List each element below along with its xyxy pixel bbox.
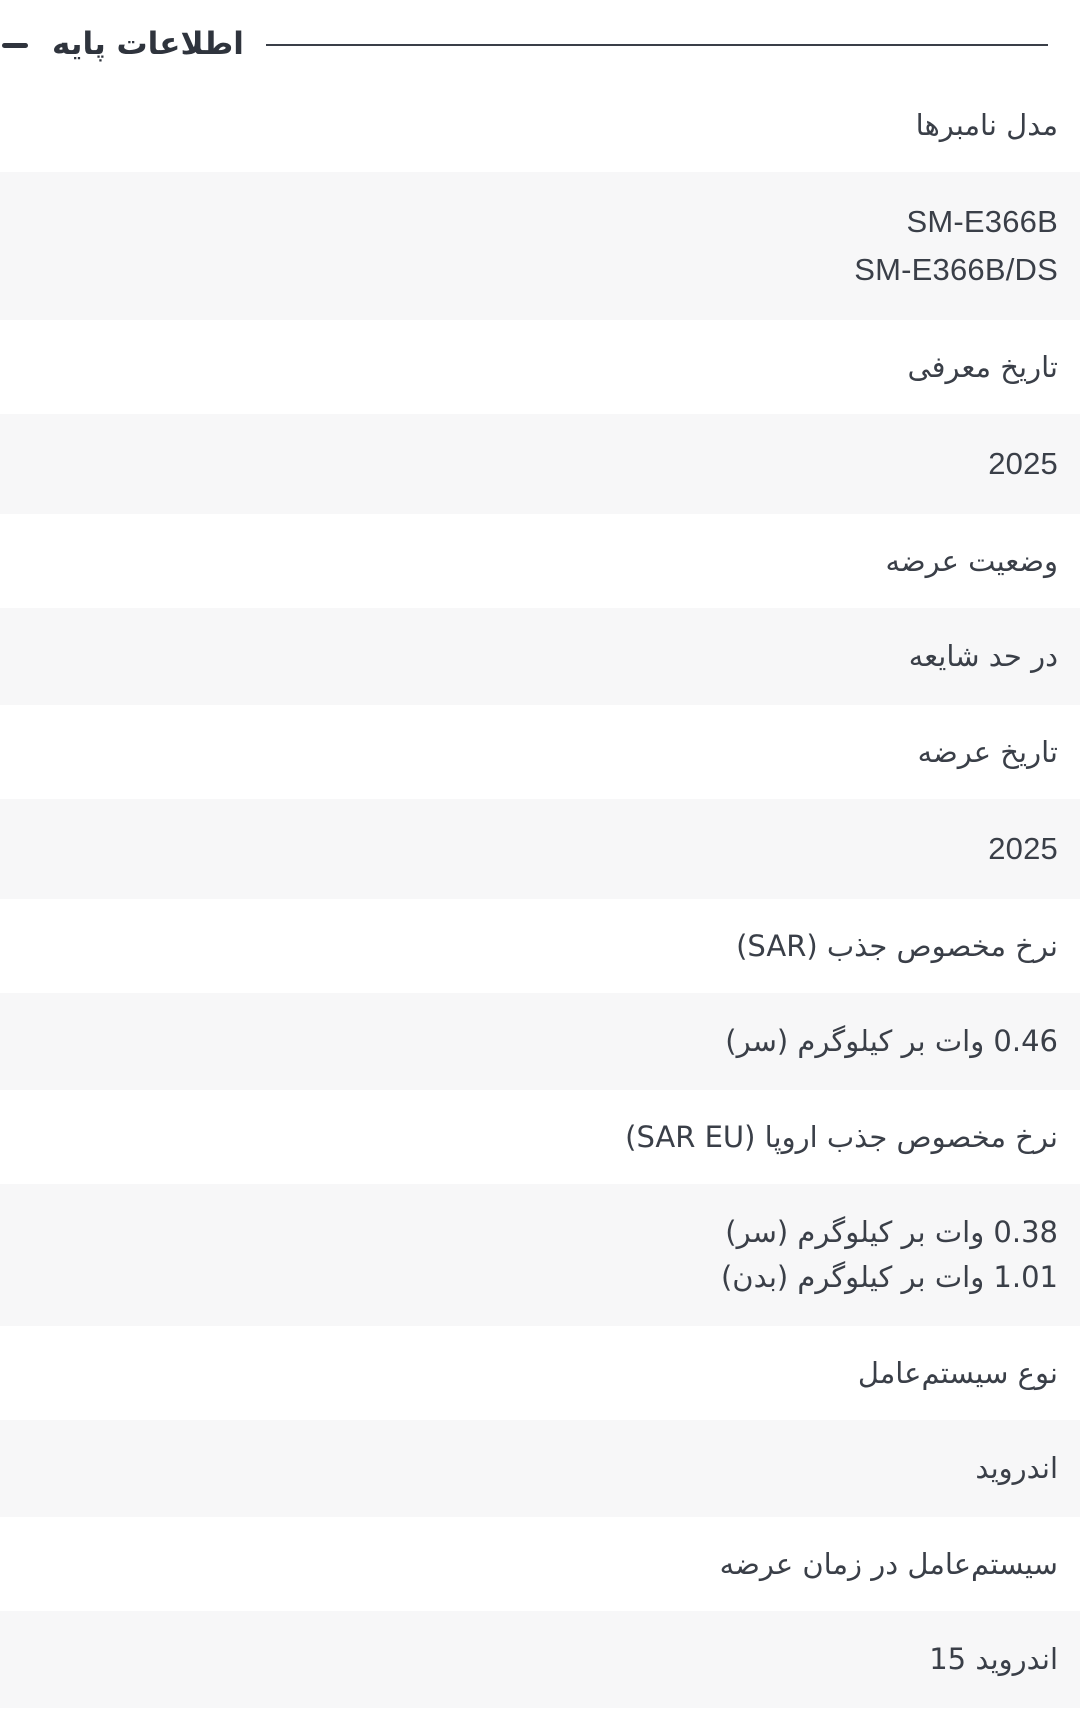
spec-label-row: سیستم‌عامل در زمان عرضه bbox=[0, 1517, 1080, 1612]
spec-label-row: تاریخ عرضه bbox=[0, 705, 1080, 800]
spec-value-line: 2025 bbox=[988, 446, 1058, 482]
spec-value-line: اندروید 15 bbox=[929, 1642, 1058, 1677]
spec-value-row: اندروید bbox=[0, 1420, 1080, 1518]
spec-value-line: 0.46 وات بر کیلوگرم (سر) bbox=[725, 1024, 1058, 1059]
minus-icon-bar bbox=[2, 42, 28, 48]
spec-value-row: 0.38 وات بر کیلوگرم (سر) 1.01 وات بر کیلو… bbox=[0, 1184, 1080, 1327]
spec-value: SM-E366B SM-E366B/DS bbox=[22, 198, 1058, 294]
spec-label: نرخ مخصوص جذب اروپا (SAR EU) bbox=[625, 1120, 1058, 1155]
spec-label: مدل نامبرها bbox=[915, 108, 1058, 142]
spec-value: 2025 bbox=[22, 440, 1058, 488]
spec-value: در حد شایعه bbox=[22, 634, 1058, 679]
spec-value: اندروید bbox=[22, 1446, 1058, 1491]
spec-value-line: در حد شایعه bbox=[908, 639, 1058, 674]
spec-value: 2025 bbox=[22, 825, 1058, 873]
spec-label-row: وضعیت عرضه bbox=[0, 514, 1080, 609]
spec-value-line: SM-E366B/DS bbox=[854, 252, 1058, 288]
header-divider-rule bbox=[265, 44, 1048, 46]
spec-label: نوع سیستم‌عامل bbox=[857, 1356, 1058, 1391]
spec-value-line: 1.01 وات بر کیلوگرم (بدن) bbox=[720, 1260, 1058, 1295]
spec-value: اندروید 15 bbox=[22, 1637, 1058, 1682]
spec-value-row: 2025 bbox=[0, 799, 1080, 900]
spec-label: نرخ مخصوص جذب (SAR) bbox=[736, 929, 1058, 964]
spec-label-row: نرخ مخصوص جذب (SAR) bbox=[0, 899, 1080, 994]
section-header[interactable]: اطلاعات پایه bbox=[0, 0, 1080, 68]
spec-value-row: 2025 bbox=[0, 414, 1080, 515]
spec-rows-container: مدل نامبرها SM-E366B SM-E366B/DS تاریخ معرف… bbox=[0, 78, 1080, 1709]
spec-value-row: SM-E366B SM-E366B/DS bbox=[0, 172, 1080, 321]
spec-label: سیستم‌عامل در زمان عرضه bbox=[719, 1547, 1058, 1582]
spec-value: 0.38 وات بر کیلوگرم (سر) 1.01 وات بر کیلو… bbox=[22, 1210, 1058, 1300]
spec-label-row: نوع سیستم‌عامل bbox=[0, 1326, 1080, 1421]
spec-label: تاریخ معرفی bbox=[907, 350, 1058, 385]
spec-value-line: اندروید bbox=[975, 1451, 1058, 1486]
spec-value-row: 0.46 وات بر کیلوگرم (سر) bbox=[0, 993, 1080, 1091]
spec-value-row: اندروید 15 bbox=[0, 1611, 1080, 1709]
spec-value-row: در حد شایعه bbox=[0, 608, 1080, 706]
spec-value: 0.46 وات بر کیلوگرم (سر) bbox=[22, 1019, 1058, 1064]
spec-label-row: مدل نامبرها bbox=[0, 78, 1080, 173]
section-title: اطلاعات پایه bbox=[52, 26, 244, 63]
minus-icon[interactable] bbox=[0, 30, 30, 60]
spec-label: وضعیت عرضه bbox=[885, 544, 1058, 579]
spec-label-row: تاریخ معرفی bbox=[0, 320, 1080, 415]
spec-value-line: 0.38 وات بر کیلوگرم (سر) bbox=[725, 1215, 1058, 1250]
spec-label: تاریخ عرضه bbox=[917, 735, 1058, 770]
spec-value-line: SM-E366B bbox=[906, 204, 1058, 240]
spec-value-line: 2025 bbox=[988, 831, 1058, 867]
spec-label-row: نرخ مخصوص جذب اروپا (SAR EU) bbox=[0, 1090, 1080, 1185]
